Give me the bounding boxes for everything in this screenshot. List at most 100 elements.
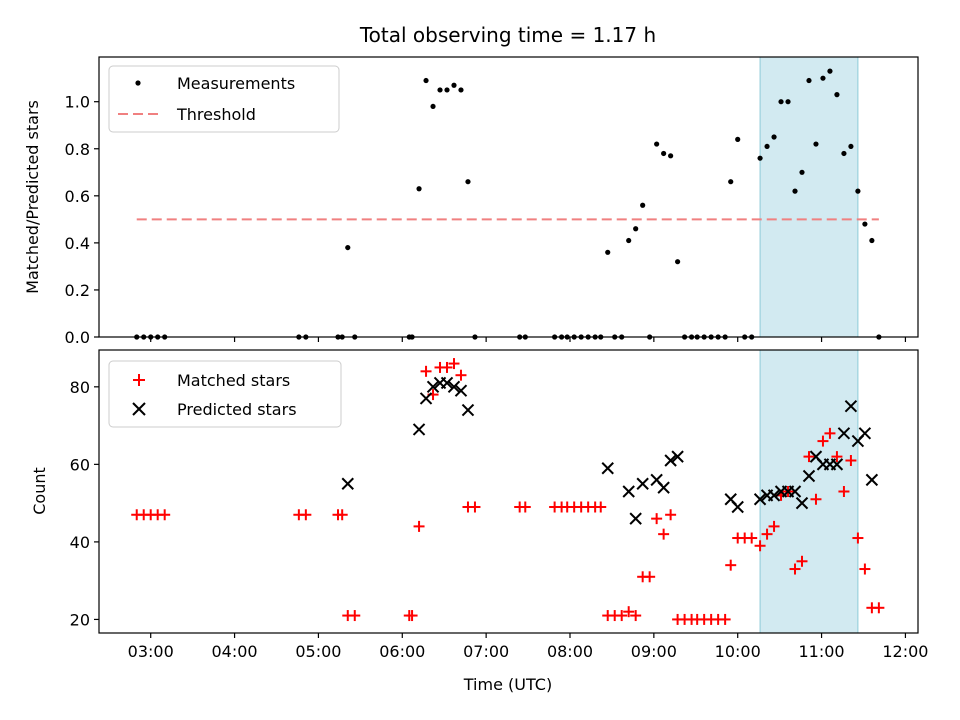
predicted-star-mark [724,493,737,506]
predicted-star-point [461,403,475,417]
matched-star-point [300,509,312,521]
matched-star-point [754,540,766,552]
matched-star-point [845,454,857,466]
measurement-point [345,244,351,251]
matched-star-point [159,509,171,521]
measurement-point [813,141,819,147]
predicted-star-mark [454,384,468,397]
predicted-star-mark [802,469,816,483]
measurement-point [771,134,777,140]
matched-star-point [455,369,467,381]
measurement-point [633,226,639,232]
matched-stars-points [131,358,885,625]
legend-threshold-label: Threshold [176,105,256,124]
matched-star-point [644,571,656,583]
top-legend: Measurements Threshold [108,65,340,133]
predicted-star-point [657,481,670,494]
predicted-star-mark [341,477,354,490]
predicted-star-mark [426,380,440,394]
matched-star-point [873,602,885,614]
measurement-point [778,99,784,105]
measurement-point [764,143,770,150]
top-panel: 0.0 0.2 0.4 0.6 0.8 1.0 Matched/Predicted sta… [23,56,919,347]
predicted-star-mark [731,500,744,514]
measurement-point [757,155,763,161]
top-highlight-span [759,56,859,338]
x-tick-label: 11:00 [799,642,845,661]
predicted-star-mark [419,392,433,405]
top-legend-box [108,65,340,133]
x-tick-label: 07:00 [463,642,509,661]
matched-star-point [616,610,628,622]
bottom-legend: Matched stars Predicted stars [108,360,342,428]
measurement-point [834,92,840,98]
x-tick-label: 04:00 [212,642,258,661]
matched-star-point [448,358,460,370]
legend-predicted-marker [132,402,146,416]
predicted-star-point [601,462,614,475]
legend-predicted-label: Predicted stars [177,400,297,419]
matched-star-point [824,427,836,439]
measurement-point [423,77,429,84]
measurement-point [465,179,471,185]
top-y-tick-label: 0.0 [65,328,90,347]
predicted-star-mark [788,485,802,498]
predicted-star-mark [795,496,809,510]
x-tick-label: 05:00 [295,642,341,661]
matched-star-point [420,365,432,377]
predicted-star-point [837,427,851,440]
x-tick-label: 10:00 [715,642,761,661]
top-y-tick-label: 0.8 [65,140,90,159]
matched-star-point [768,520,780,532]
predicted-star-point [440,376,454,390]
x-axis-label: Time (UTC) [463,675,552,694]
predicted-star-mark [664,454,677,467]
matched-star-point [838,486,850,497]
predicted-star-mark [837,427,851,440]
matched-star-point [852,532,864,544]
top-y-tick-label: 1.0 [65,93,90,112]
measurement-point [458,87,464,93]
predicted-star-point [447,380,461,394]
predicted-star-point [753,493,767,506]
bottom-y-tick-label: 20 [70,610,90,629]
predicted-star-point [671,450,684,463]
matched-star-point [831,451,843,463]
matched-star-point [441,361,453,373]
predicted-star-mark [650,473,663,487]
measurement-point [675,259,681,265]
predicted-star-point [636,477,649,490]
matched-star-point [658,528,670,540]
matched-star-point [796,555,808,567]
matched-star-point [803,451,815,463]
predicted-star-point [731,500,744,514]
matched-star-point [406,610,418,622]
top-y-tick-label: 0.2 [65,281,90,300]
top-x-ticks [150,337,907,342]
measurement-point [869,237,875,244]
matched-star-point [595,501,607,513]
bottom-y-tick-label: 60 [70,455,90,474]
predicted-star-mark [830,458,844,471]
bottom-y-axis-label: Count [30,467,49,515]
predicted-star-point [844,400,858,413]
predicted-star-mark [809,450,823,463]
predicted-star-point [865,473,879,487]
bottom-x-axis: 03:00 04:00 05:00 06:00 07:00 08:00 09:00 10:00… [128,633,928,661]
predicted-star-mark [657,481,670,494]
predicted-star-point [341,477,354,490]
predicted-stars-points [341,376,879,525]
legend-measurements-marker [135,80,141,86]
matched-star-point [623,606,635,618]
measurement-point [728,179,734,185]
top-y-tick-label: 0.6 [65,187,90,206]
predicted-star-mark [671,450,684,463]
top-measurement-points [134,68,882,340]
matched-star-point [349,610,361,622]
x-tick-label: 12:00 [882,642,928,661]
matched-star-point [789,563,801,575]
predicted-star-point [664,454,677,467]
measurement-point [437,87,443,93]
